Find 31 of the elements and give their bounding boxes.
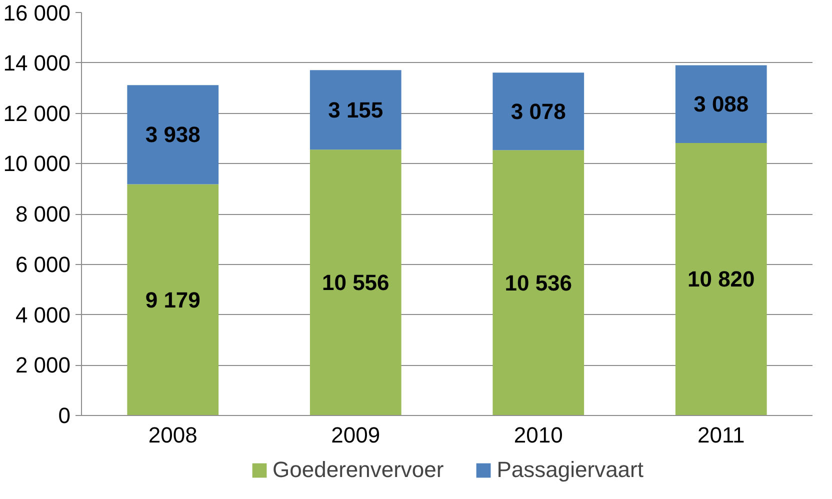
x-tick-label: 2010	[514, 422, 563, 448]
bar	[675, 142, 767, 416]
data-label: 10 536	[504, 270, 572, 296]
bar	[492, 72, 584, 150]
y-tick-label: 2 000	[15, 352, 71, 378]
y-tick-label: 10 000	[3, 151, 71, 176]
bar	[310, 70, 402, 150]
data-label: 9 179	[145, 287, 200, 312]
data-label: 3 155	[328, 97, 384, 122]
x-tick-label: 2008	[148, 422, 198, 448]
data-label: 3 088	[694, 92, 749, 117]
bar	[492, 150, 584, 416]
y-tick-label: 0	[58, 403, 71, 428]
y-tick-label: 6 000	[15, 252, 71, 277]
y-tick-label: 14 000	[3, 50, 71, 76]
data-label: 10 820	[687, 266, 755, 292]
legend-label: Goederenvervoer	[272, 457, 444, 483]
bar	[127, 85, 219, 184]
data-label: 3 078	[510, 98, 566, 124]
legend-label: Passagiervaart	[496, 457, 644, 483]
data-label: 3 938	[145, 122, 200, 148]
bar	[675, 65, 767, 143]
data-label: 10 556	[322, 270, 390, 296]
y-tick-label: 4 000	[15, 302, 71, 328]
x-tick-label: 2011	[697, 422, 745, 448]
x-tick-label: 2009	[331, 422, 380, 448]
y-tick-label: 16 000	[3, 0, 71, 26]
y-tick-label: 12 000	[3, 100, 71, 126]
y-tick-label: 8 000	[15, 202, 71, 226]
bar	[127, 184, 219, 416]
bar	[310, 150, 402, 416]
